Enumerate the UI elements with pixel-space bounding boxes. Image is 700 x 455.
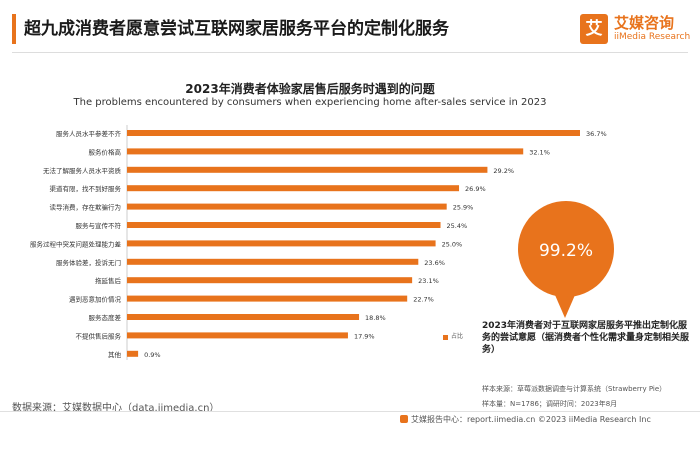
sample-info: 样本量：N=1786；调研时间：2023年8月 xyxy=(482,400,618,408)
footer: 艾媒报告中心：report.iimedia.cn ©2023 iiMedia R… xyxy=(400,414,651,425)
bar xyxy=(127,258,419,265)
bar xyxy=(127,240,436,247)
brand-logo-icon: 艾 xyxy=(580,14,608,44)
bar xyxy=(127,277,413,284)
data-source: 数据来源：艾媒数据中心（data.iimedia.cn） xyxy=(12,403,220,414)
category-label: 遇到恶意加价情况 xyxy=(69,295,122,304)
category-label: 拖延售后 xyxy=(95,276,122,285)
data-label: 26.9% xyxy=(465,185,486,193)
data-label: 36.7% xyxy=(586,130,607,138)
data-label: 29.2% xyxy=(493,167,514,175)
bar xyxy=(127,166,488,173)
data-label: 23.6% xyxy=(424,259,445,267)
data-label: 25.9% xyxy=(453,204,474,212)
bar xyxy=(127,350,139,357)
report-center-icon xyxy=(400,415,408,423)
data-label: 23.1% xyxy=(418,277,439,285)
chart-title: 2023年消费者体验家居售后服务时遇到的问题 xyxy=(185,82,435,96)
data-label: 25.4% xyxy=(447,222,468,230)
legend-swatch xyxy=(443,335,448,340)
category-label: 服务过程中突发问题处理能力差 xyxy=(30,239,122,248)
data-label: 32.1% xyxy=(529,148,550,156)
callout-pointer-icon xyxy=(555,295,575,318)
chart-subtitle: The problems encountered by consumers wh… xyxy=(73,97,547,108)
bar xyxy=(127,295,408,302)
category-label: 服务人员水平参差不齐 xyxy=(56,129,122,138)
brand-name-cn: 艾媒咨询 xyxy=(614,14,675,32)
category-label: 服务与宣传不符 xyxy=(76,221,122,230)
header-divider xyxy=(12,52,688,53)
category-label: 无法了解服务人员水平资质 xyxy=(43,166,122,175)
footer-divider xyxy=(0,411,700,412)
bar xyxy=(127,130,580,136)
category-label: 服务价格高 xyxy=(89,147,122,156)
highlight-circle xyxy=(518,201,614,297)
category-label: 渠道有限，找不到好服务 xyxy=(50,184,122,193)
category-label: 其他 xyxy=(108,350,122,359)
header-accent-bar xyxy=(12,14,16,44)
data-label: 0.9% xyxy=(144,351,161,359)
footer-text: 艾媒报告中心：report.iimedia.cn ©2023 iiMedia R… xyxy=(411,415,651,424)
data-label: 25.0% xyxy=(442,240,463,248)
category-label: 读导消费，存在欺骗行为 xyxy=(50,203,122,212)
bar xyxy=(127,314,360,320)
bar xyxy=(127,148,524,155)
page-title: 超九成消费者愿意尝试互联网家居服务平台的定制化服务 xyxy=(24,19,449,39)
legend-label: 占比 xyxy=(451,333,464,340)
data-label: 17.9% xyxy=(354,332,375,340)
highlight-description: 2023年消费者对于互联网家居服务平推出定制化服务的尝试意愿（据消费者个性化需求… xyxy=(482,321,690,355)
sample-source: 样本来源：草莓派数据调查与计算系统（Strawberry Pie） xyxy=(482,385,667,393)
category-label: 服务态度差 xyxy=(89,313,122,322)
bar xyxy=(127,185,460,192)
data-label: 18.8% xyxy=(365,314,386,322)
bar xyxy=(127,332,348,339)
bar xyxy=(127,203,447,210)
highlight-value: 99.2% xyxy=(539,241,593,261)
brand-name-en: iiMedia Research xyxy=(614,32,691,42)
bar xyxy=(127,222,441,228)
category-label: 服务体验差，投诉无门 xyxy=(56,258,121,267)
category-label: 不提供售后服务 xyxy=(76,331,122,340)
data-label: 22.7% xyxy=(413,296,434,304)
